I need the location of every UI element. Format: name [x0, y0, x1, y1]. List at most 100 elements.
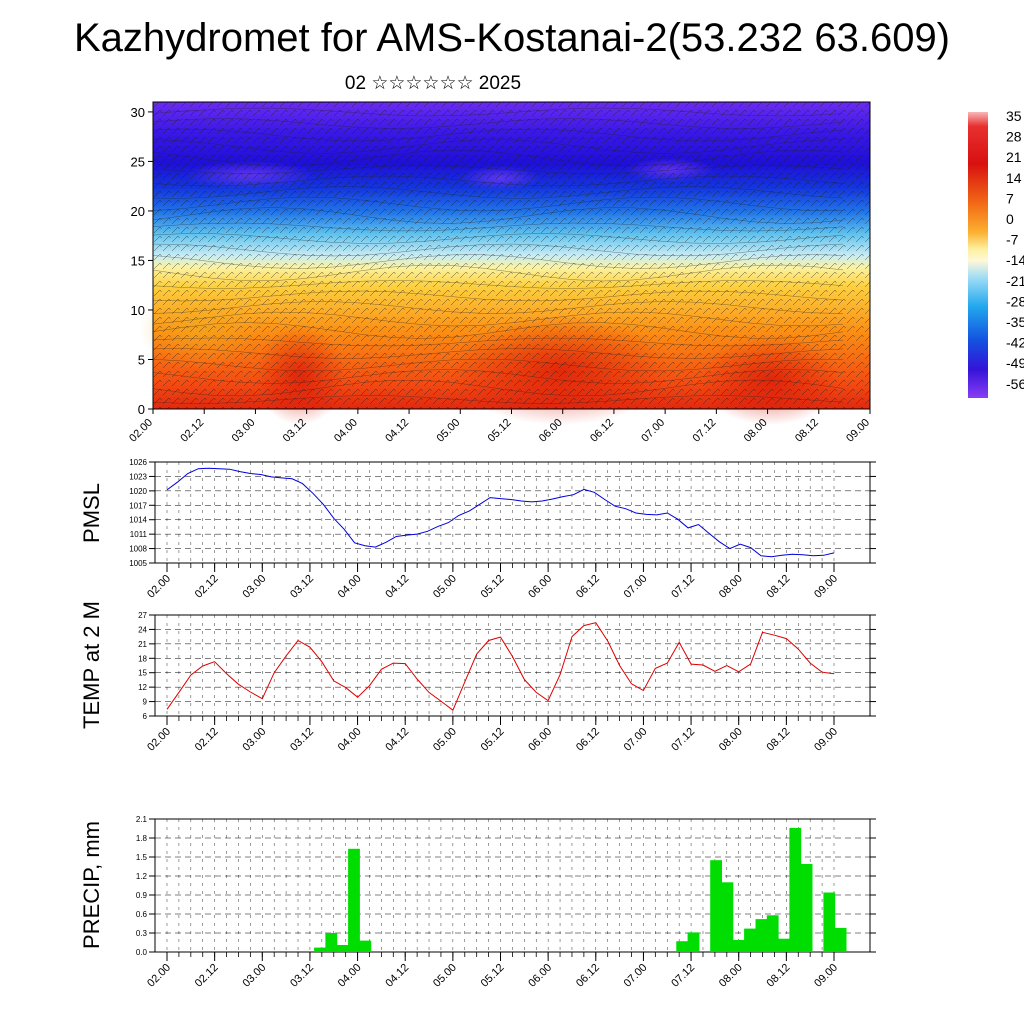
y-tick-label: 21	[138, 640, 147, 649]
x-tick-label: 03.12	[288, 726, 316, 754]
x-tick-label: 08.12	[765, 962, 793, 990]
precip-bar	[823, 892, 836, 952]
colorbar-label: -14	[1006, 252, 1024, 268]
y-tick-label: 18	[138, 654, 147, 663]
x-tick-label: 03.12	[288, 573, 316, 601]
streamline	[152, 139, 844, 154]
x-tick-label: 02.12	[193, 962, 221, 990]
temp-panel: 6 9 12 15 18 21 24 27 02.00 02.12 03.00 03.12 04.00 0…	[79, 601, 876, 754]
x-tick-label: 02.00	[127, 417, 155, 445]
precip-bar	[710, 860, 722, 952]
x-tick-label: 05.00	[431, 573, 459, 601]
colorbar-scale	[968, 112, 988, 398]
streamline	[152, 233, 844, 244]
streamline	[152, 395, 844, 404]
y-tick-label: 24	[138, 625, 147, 634]
streamlines	[152, 107, 844, 404]
colorbar-label: -7	[1006, 232, 1019, 248]
streamline	[152, 107, 844, 117]
colorbar-label: -49	[1006, 355, 1024, 371]
x-tick-label: 08.12	[765, 573, 793, 601]
x-tick-label: 02.00	[145, 962, 173, 990]
precip-bar	[314, 947, 326, 952]
colorbar-label: 21	[1006, 149, 1022, 165]
streamline	[152, 290, 844, 302]
precip-bar	[325, 933, 338, 952]
colorbar-label: -35	[1006, 314, 1024, 330]
y-tick-label: 12	[138, 683, 147, 692]
streamline	[152, 222, 844, 232]
y-tick-label: 27	[138, 611, 147, 620]
x-tick-label: 07.12	[669, 726, 697, 754]
x-tick-label: 09.00	[844, 417, 872, 445]
colorbar-label: -28	[1006, 293, 1024, 309]
precip-bar	[687, 932, 700, 952]
precip-panel: 0.0 0.3 0.6 0.9 1.2 1.5 1.8 2.1 02.00 02.12 03.00 0…	[79, 815, 876, 990]
streamline	[152, 379, 844, 397]
x-tick-label: 06.00	[526, 962, 554, 990]
precip-bar	[789, 827, 802, 952]
y-tick-label: 1026	[129, 458, 147, 467]
streamline	[152, 337, 844, 347]
x-tick-label: 03.12	[288, 962, 316, 990]
x-tick-label: 04.00	[336, 573, 364, 601]
streamline	[152, 311, 844, 327]
x-tick-label: 08.00	[717, 573, 745, 601]
colorbar-label: 35	[1006, 108, 1022, 124]
x-tick-label: 07.00	[622, 962, 650, 990]
y-tick-label: 1.8	[136, 834, 148, 843]
streamline	[152, 118, 844, 129]
x-tick-label: 02.12	[193, 573, 221, 601]
colorbar-label: 28	[1006, 129, 1022, 145]
streamline	[152, 280, 844, 289]
y-tick-label: 2.1	[136, 815, 148, 824]
x-tick-label: 08.00	[717, 726, 745, 754]
streamline	[152, 348, 844, 359]
x-tick-label: 04.00	[336, 962, 364, 990]
x-tick-label: 05.12	[479, 962, 507, 990]
x-tick-label: 09.00	[812, 962, 840, 990]
x-tick-label: 07.12	[669, 573, 697, 601]
streamline	[152, 264, 844, 282]
x-tick-label: 05.12	[479, 726, 507, 754]
y-tick-label: 1.2	[136, 872, 148, 881]
x-tick-label: 04.00	[332, 417, 360, 445]
x-tick-label: 05.00	[434, 417, 462, 445]
y-axis-label: TEMP at 2 M	[79, 601, 104, 729]
y-tick-label: 0.0	[136, 948, 148, 957]
series-line	[166, 467, 835, 558]
precip-bar	[676, 941, 689, 952]
series-line	[166, 622, 835, 711]
streamline	[152, 165, 844, 174]
y-tick-label: 6	[143, 712, 148, 721]
x-tick-label: 05.00	[431, 962, 459, 990]
y-tick-label: 1017	[129, 501, 147, 510]
x-tick-label: 07.12	[669, 962, 697, 990]
streamline	[152, 196, 844, 212]
streamline	[152, 149, 844, 167]
precip-bar	[721, 882, 734, 952]
x-tick-label: 04.12	[383, 726, 411, 754]
streamline	[152, 128, 844, 142]
streamline	[152, 243, 844, 257]
x-tick-label: 08.12	[765, 726, 793, 754]
x-tick-label: 06.00	[526, 573, 554, 601]
x-tick-label: 03.00	[240, 962, 268, 990]
colorbar-label: -21	[1006, 273, 1024, 289]
x-tick-label: 03.00	[230, 417, 258, 445]
y-tick-label: 5	[138, 352, 145, 367]
x-tick-label: 04.12	[383, 573, 411, 601]
y-tick-label: 15	[138, 669, 147, 678]
streamline	[152, 207, 844, 224]
precip-bar	[336, 945, 349, 952]
streamline	[152, 175, 844, 187]
x-tick-label: 02.00	[145, 726, 173, 754]
precip-bar	[755, 919, 768, 952]
streamline	[152, 358, 844, 372]
y-tick-label: 1014	[129, 516, 147, 525]
chart-subtitle: 02 ☆☆☆☆☆☆ 2025	[344, 73, 522, 94]
y-tick-label: 25	[131, 154, 145, 169]
x-tick-label: 09.00	[812, 573, 840, 601]
y-tick-label: 0.3	[136, 929, 148, 938]
